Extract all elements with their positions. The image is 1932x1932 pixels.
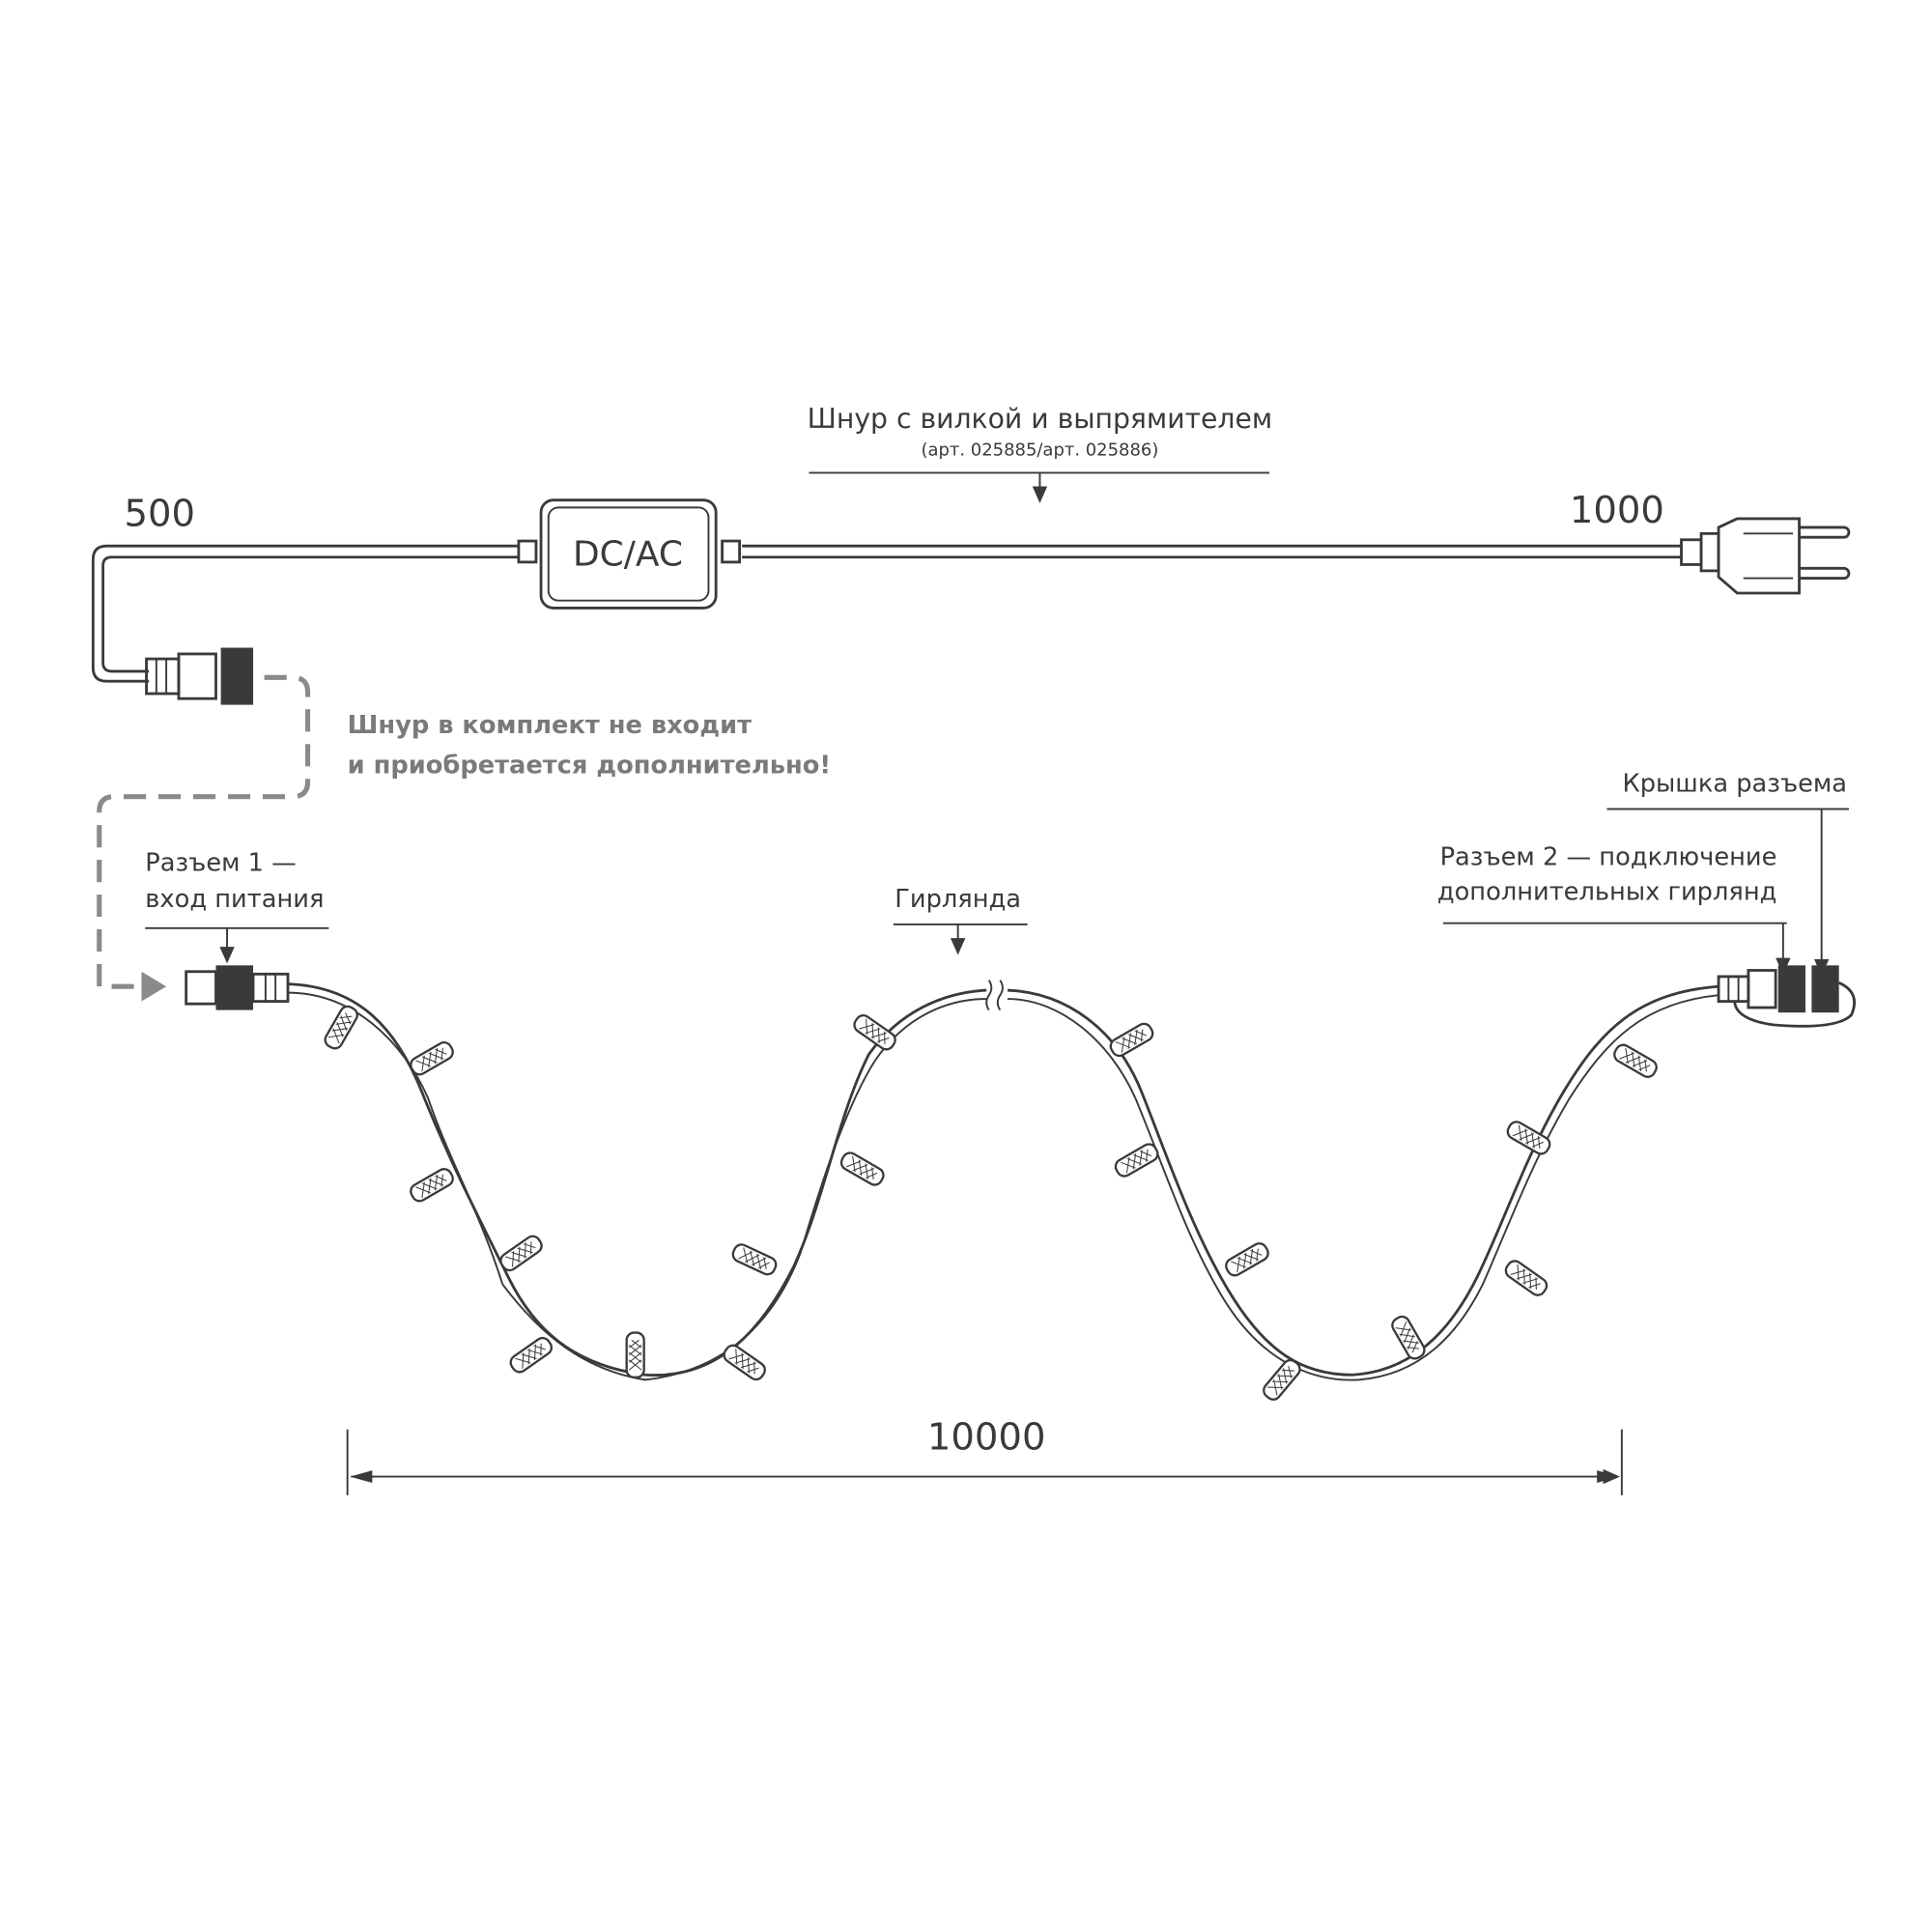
bulb-icon xyxy=(410,1168,454,1203)
garland-bulbs xyxy=(324,1005,1658,1401)
connector2-icon xyxy=(1717,965,1856,1028)
power-cord xyxy=(91,539,1682,683)
connector1-label-line1: Разъем 1 — xyxy=(145,849,297,878)
cord-length-right: 1000 xyxy=(1570,489,1664,532)
cord-connector-icon xyxy=(145,647,254,705)
optional-cord-dashed-path xyxy=(97,674,311,1002)
garland-label: Гирлянда xyxy=(895,885,1021,914)
connector1-label-line2: вход питания xyxy=(145,885,324,914)
bulb-icon xyxy=(731,1243,778,1276)
cord-length-left: 500 xyxy=(124,493,195,536)
connector2-label-line2: дополнительных гирлянд xyxy=(1437,877,1777,906)
bulb-icon xyxy=(1109,1022,1154,1058)
bulb-icon xyxy=(324,1005,358,1050)
bulb-icon xyxy=(1504,1260,1548,1296)
bulb-icon xyxy=(1263,1358,1301,1401)
bulb-icon xyxy=(499,1235,543,1272)
bulb-icon xyxy=(625,1331,645,1378)
note-line2: и приобретается дополнительно! xyxy=(348,751,832,780)
connector-cap-icon xyxy=(1811,965,1839,1013)
note-line1: Шнур в комплект не входит xyxy=(348,711,752,740)
plug-icon xyxy=(1680,517,1851,595)
cap-label: Крышка разъема xyxy=(1622,770,1847,799)
bulb-icon xyxy=(1506,1121,1551,1155)
cord-article: (арт. 025885/арт. 025886) xyxy=(921,440,1158,460)
bulb-icon xyxy=(723,1344,766,1381)
bulb-icon xyxy=(839,1151,885,1186)
bulb-icon xyxy=(1391,1315,1426,1360)
bulb-icon xyxy=(410,1041,454,1076)
converter-box: DC/AC xyxy=(539,498,718,610)
garland-wire xyxy=(287,980,1719,1381)
cord-title: Шнур с вилкой и выпрямителем xyxy=(808,403,1273,435)
bulb-icon xyxy=(509,1336,554,1374)
converter-label: DC/AC xyxy=(573,535,683,575)
connector2-label-line1: Разъем 2 — подключение xyxy=(1440,842,1777,871)
bulb-icon xyxy=(1613,1043,1658,1078)
bulb-icon xyxy=(853,1013,896,1051)
bulb-icon xyxy=(1114,1143,1159,1178)
garland-length: 10000 xyxy=(927,1415,1046,1459)
bulb-icon xyxy=(1225,1242,1269,1277)
connector1-icon xyxy=(185,965,290,1010)
